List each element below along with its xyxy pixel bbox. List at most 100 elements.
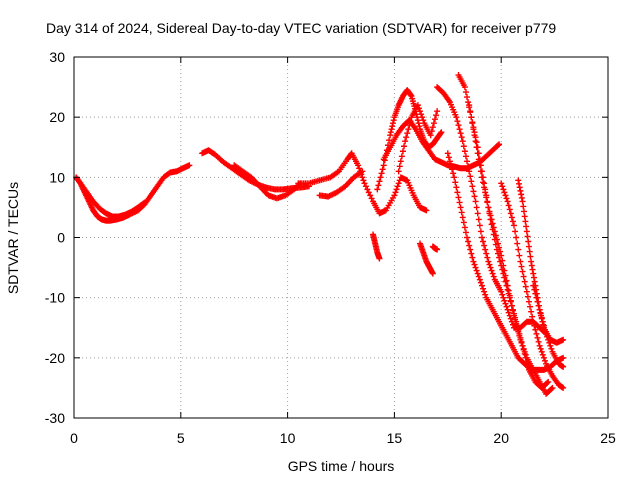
data-point xyxy=(396,163,403,170)
data-point xyxy=(482,246,489,253)
series-sat-13 xyxy=(434,84,550,337)
x-tick-label: 10 xyxy=(280,430,296,446)
data-point xyxy=(503,277,510,284)
data-point xyxy=(475,156,482,163)
data-point xyxy=(523,223,530,230)
data-point xyxy=(508,214,515,221)
data-point xyxy=(520,208,527,215)
data-point xyxy=(472,138,479,145)
data-point xyxy=(186,162,193,169)
data-point xyxy=(478,282,485,289)
data-point xyxy=(456,126,463,133)
data-point xyxy=(502,272,509,279)
data-point xyxy=(490,224,497,231)
data-point xyxy=(515,246,522,253)
data-point xyxy=(378,170,385,177)
data-point xyxy=(485,258,492,265)
data-point xyxy=(406,122,413,129)
data-point xyxy=(474,210,481,217)
x-tick-label: 20 xyxy=(493,430,509,446)
data-point xyxy=(548,345,555,352)
data-point xyxy=(468,178,475,185)
data-point xyxy=(522,218,529,225)
series-sat-11 xyxy=(417,240,436,277)
data-point xyxy=(471,132,478,139)
data-point xyxy=(492,232,499,239)
series-sat-09 xyxy=(395,102,441,175)
data-point xyxy=(387,129,394,136)
data-point xyxy=(466,242,473,249)
data-point xyxy=(466,168,473,175)
data-point xyxy=(367,192,374,199)
data-point xyxy=(516,184,523,191)
data-point xyxy=(499,257,506,264)
data-point xyxy=(386,137,393,144)
data-point xyxy=(516,180,522,187)
data-point xyxy=(525,298,532,305)
data-point xyxy=(414,102,421,109)
data-point xyxy=(522,283,529,290)
data-point xyxy=(511,222,518,229)
series-sat-10 xyxy=(370,231,383,262)
data-point xyxy=(429,270,436,277)
data-point xyxy=(524,233,531,240)
data-point xyxy=(488,221,495,228)
data-point xyxy=(502,192,509,199)
data-point xyxy=(390,117,397,124)
data-point xyxy=(416,123,423,130)
data-point xyxy=(464,158,471,165)
data-point xyxy=(477,168,484,175)
x-tick-label: 15 xyxy=(387,430,403,446)
data-point xyxy=(526,248,533,255)
data-point xyxy=(482,291,489,298)
data-point xyxy=(531,286,538,293)
data-point xyxy=(528,258,535,265)
data-point xyxy=(498,288,505,295)
data-point xyxy=(465,238,472,245)
data-point xyxy=(517,187,524,194)
data-point xyxy=(376,178,383,185)
data-point xyxy=(359,168,366,175)
data-point xyxy=(528,308,535,315)
data-point xyxy=(529,313,536,320)
y-tick-label: -30 xyxy=(45,410,65,426)
data-point xyxy=(380,162,387,169)
series-sat-14 xyxy=(455,72,552,391)
data-point xyxy=(468,114,475,121)
data-point xyxy=(472,264,479,271)
data-point xyxy=(458,209,465,216)
data-point xyxy=(475,216,482,223)
data-point xyxy=(480,179,487,186)
data-point xyxy=(509,307,516,314)
data-point xyxy=(360,177,367,184)
series-sat-02 xyxy=(77,180,148,220)
y-tick-label: -10 xyxy=(45,290,65,306)
data-point xyxy=(541,357,548,364)
data-point xyxy=(532,290,539,297)
y-tick-label: 30 xyxy=(49,49,65,65)
data-point xyxy=(494,240,501,247)
data-point xyxy=(511,312,518,319)
x-tick-label: 25 xyxy=(600,430,616,446)
data-point xyxy=(455,122,462,129)
data-point xyxy=(465,163,472,170)
data-point xyxy=(520,345,527,352)
data-point xyxy=(469,120,476,127)
series-sat-01 xyxy=(73,162,193,224)
data-point xyxy=(462,153,469,160)
data-point xyxy=(476,162,483,169)
data-point xyxy=(505,202,512,209)
data-point xyxy=(428,128,435,135)
data-point xyxy=(356,165,363,172)
data-point xyxy=(513,234,520,241)
x-tick-label: 0 xyxy=(70,430,78,446)
data-point xyxy=(444,150,451,157)
data-point xyxy=(419,114,426,121)
data-point xyxy=(547,342,554,349)
data-point xyxy=(533,330,540,337)
data-point xyxy=(496,244,503,251)
data-point xyxy=(481,288,488,295)
data-point xyxy=(417,108,424,115)
data-point xyxy=(483,194,490,201)
data-point xyxy=(471,193,478,200)
